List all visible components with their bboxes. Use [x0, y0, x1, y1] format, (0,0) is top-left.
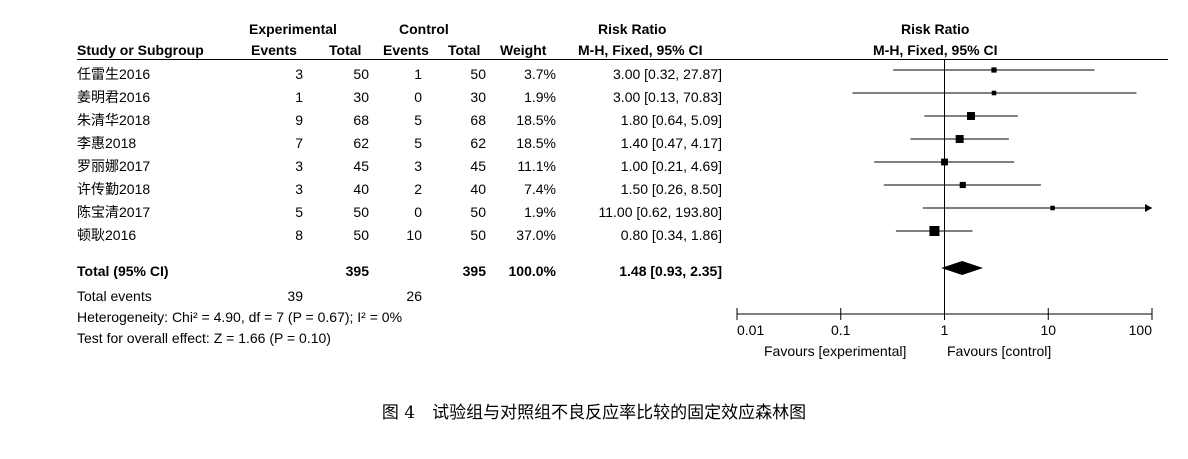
header-experimental: Experimental — [249, 21, 337, 37]
total-events-label: Total events — [77, 288, 152, 304]
events-control: 1 — [414, 66, 422, 82]
point-estimate — [959, 181, 966, 189]
weight: 37.0% — [516, 227, 556, 243]
x-tick-label: 0.01 — [737, 322, 764, 338]
events-experimental: 9 — [295, 112, 303, 128]
weight: 1.9% — [524, 89, 556, 105]
total-control: 50 — [470, 227, 486, 243]
overall-effect-text: Test for overall effect: Z = 1.66 (P = 0… — [77, 330, 331, 346]
risk-ratio-ci: 3.00 [0.32, 27.87] — [613, 66, 722, 82]
header-divider — [77, 59, 1168, 60]
events-control: 5 — [414, 112, 422, 128]
heterogeneity-text: Heterogeneity: Chi² = 4.90, df = 7 (P = … — [77, 309, 403, 325]
events-control: 5 — [414, 135, 422, 151]
weight: 18.5% — [516, 112, 556, 128]
events-control: 2 — [414, 181, 422, 197]
header-control: Control — [399, 21, 449, 37]
total-control: 395 — [462, 263, 486, 279]
header-study: Study or Subgroup — [77, 42, 204, 58]
risk-ratio-ci: 11.00 [0.62, 193.80] — [598, 204, 722, 220]
header-events-control: Events — [383, 42, 429, 58]
study-name: 姜明君2016 — [77, 89, 151, 105]
total-control: 45 — [470, 158, 486, 174]
risk-ratio-ci: 1.40 [0.47, 4.17] — [620, 135, 722, 151]
total-experimental: 68 — [353, 112, 369, 128]
pooled-diamond — [941, 261, 983, 275]
risk-ratio-ci: 0.80 [0.34, 1.86] — [620, 227, 722, 243]
study-name: 许传勤2018 — [77, 181, 151, 197]
events-control: 0 — [414, 89, 422, 105]
study-name: 任雷生2016 — [77, 66, 151, 82]
favours-control-label: Favours [control] — [947, 343, 1052, 359]
total-events-experimental: 39 — [287, 288, 303, 304]
weight: 11.1% — [517, 158, 556, 174]
header-risk-ratio-right: Risk Ratio — [901, 21, 970, 37]
x-tick-label: 100 — [1129, 322, 1153, 338]
events-control: 3 — [414, 158, 422, 174]
total-ci: 1.48 [0.93, 2.35] — [619, 263, 722, 279]
point-estimate — [929, 226, 940, 236]
weight: 7.4% — [524, 181, 556, 197]
header-method-right: M-H, Fixed, 95% CI — [873, 42, 998, 58]
header-events-experimental: Events — [251, 42, 297, 58]
risk-ratio-ci: 1.50 [0.26, 8.50] — [620, 181, 722, 197]
total-experimental: 50 — [353, 227, 369, 243]
total-control: 68 — [470, 112, 486, 128]
point-estimate — [991, 90, 997, 96]
total-experimental: 40 — [353, 181, 369, 197]
total-experimental: 395 — [345, 263, 369, 279]
study-name: 顿耿2016 — [77, 227, 137, 243]
study-name: 朱清华2018 — [77, 112, 151, 128]
total-experimental: 30 — [353, 89, 369, 105]
events-control: 10 — [406, 227, 422, 243]
events-experimental: 3 — [295, 66, 303, 82]
risk-ratio-ci: 1.80 [0.64, 5.09] — [620, 112, 722, 128]
total-experimental: 50 — [353, 66, 369, 82]
study-name: 罗丽娜2017 — [77, 158, 151, 174]
events-experimental: 3 — [295, 181, 303, 197]
favours-experimental-label: Favours [experimental] — [764, 343, 907, 359]
risk-ratio-ci: 1.00 [0.21, 4.69] — [620, 158, 722, 174]
study-name: 陈宝清2017 — [77, 204, 151, 220]
point-estimate — [991, 67, 997, 73]
events-experimental: 3 — [295, 158, 303, 174]
risk-ratio-ci: 3.00 [0.13, 70.83] — [613, 89, 722, 105]
total-control: 50 — [470, 66, 486, 82]
total-experimental: 50 — [353, 204, 369, 220]
events-experimental: 1 — [295, 89, 303, 105]
point-estimate — [967, 112, 975, 120]
header-total-control: Total — [448, 42, 481, 58]
total-experimental: 45 — [353, 158, 369, 174]
total-control: 40 — [470, 181, 486, 197]
study-name: 李惠2018 — [77, 135, 137, 151]
events-experimental: 5 — [295, 204, 303, 220]
total-control: 50 — [470, 204, 486, 220]
weight: 18.5% — [516, 135, 556, 151]
total-label: Total (95% CI) — [77, 263, 169, 279]
total-control: 30 — [470, 89, 486, 105]
point-estimate — [1050, 205, 1055, 211]
weight: 1.9% — [524, 204, 556, 220]
x-tick-label: 10 — [1040, 322, 1056, 338]
total-control: 62 — [470, 135, 486, 151]
total-weight: 100.0% — [508, 263, 556, 279]
x-tick-label: 1 — [941, 322, 949, 338]
figure-caption: 图 4 试验组与对照组不良反应率比较的固定效应森林图 — [381, 403, 807, 423]
events-experimental: 8 — [295, 227, 303, 243]
header-weight: Weight — [500, 42, 547, 58]
ci-arrow — [1145, 204, 1152, 212]
point-estimate — [941, 158, 948, 166]
events-experimental: 7 — [295, 135, 303, 151]
header-risk-ratio-left: Risk Ratio — [598, 21, 667, 37]
weight: 3.7% — [524, 66, 556, 82]
header-total-experimental: Total — [329, 42, 362, 58]
total-events-control: 26 — [406, 288, 422, 304]
header-method-left: M-H, Fixed, 95% CI — [578, 42, 703, 58]
events-control: 0 — [414, 204, 422, 220]
point-estimate — [955, 135, 964, 143]
x-tick-label: 0.1 — [831, 322, 851, 338]
total-experimental: 62 — [353, 135, 369, 151]
